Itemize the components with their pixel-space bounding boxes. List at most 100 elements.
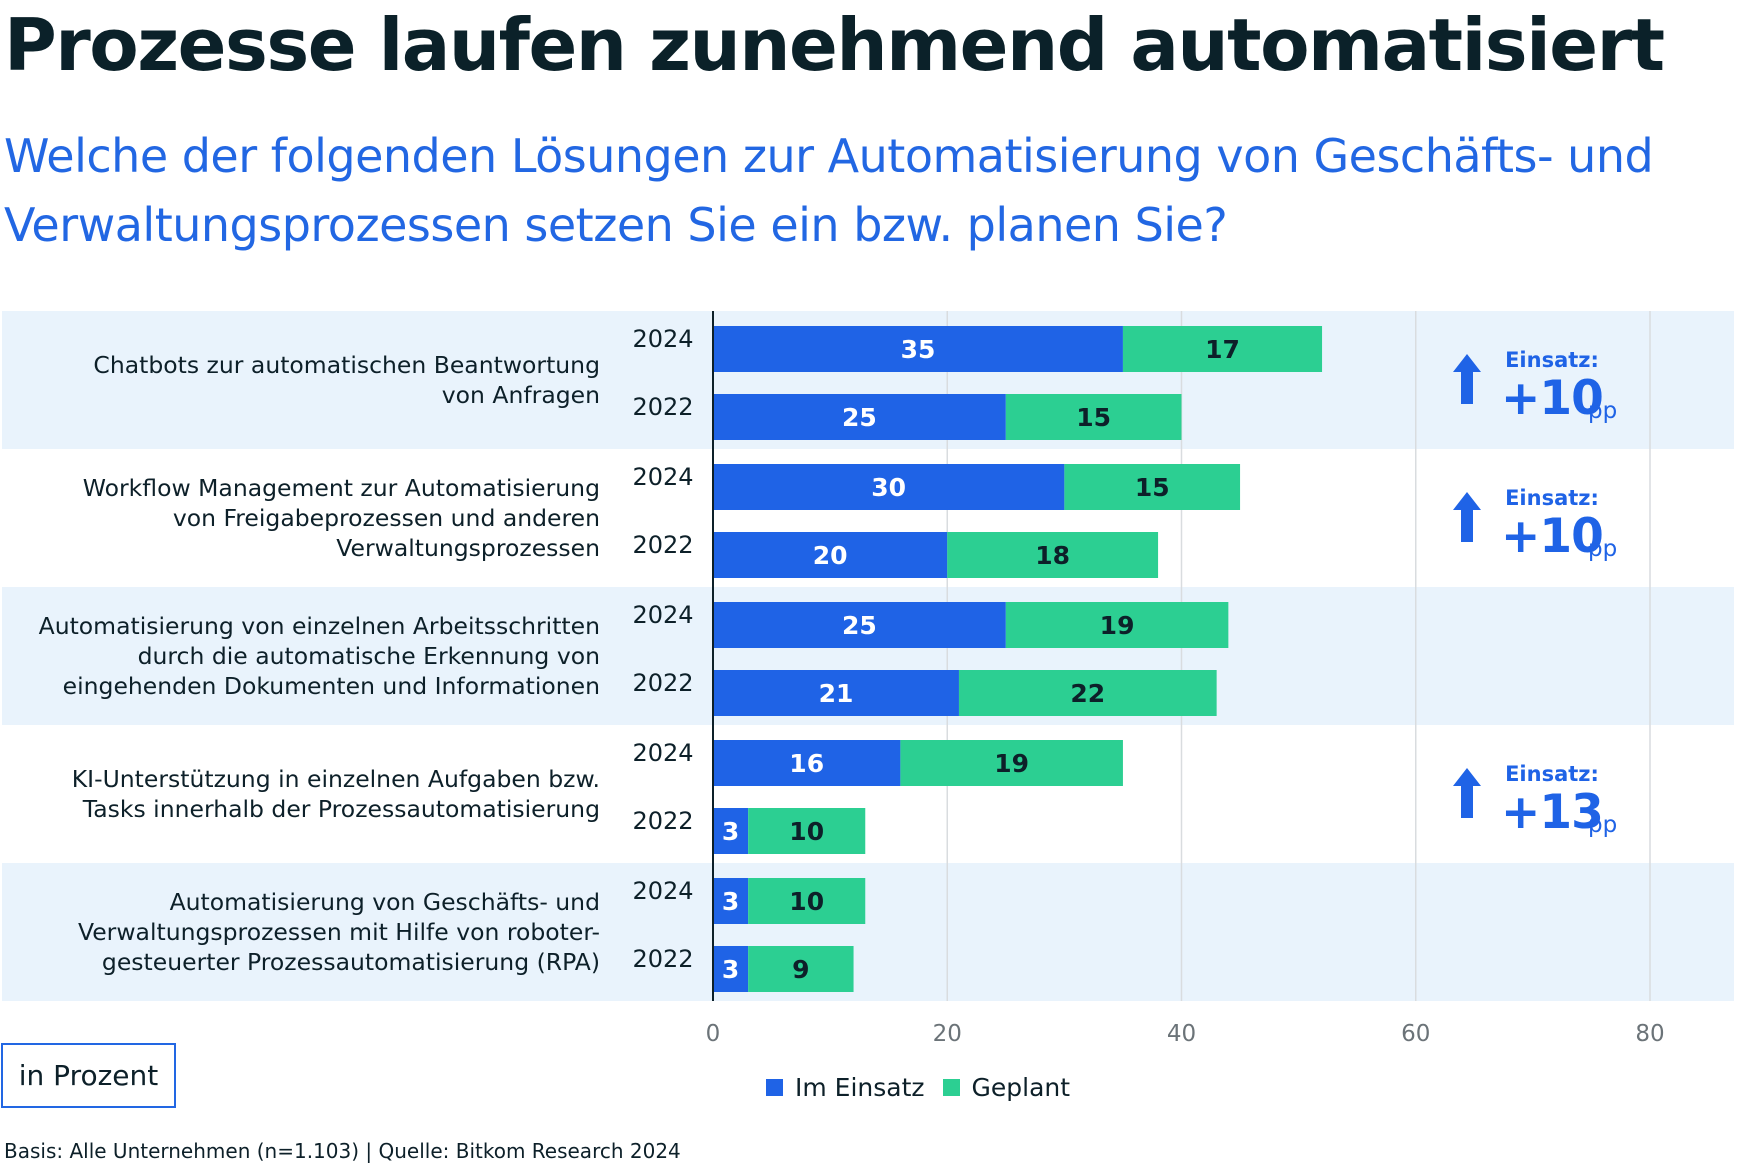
legend-label-geplant: Geplant <box>971 1073 1071 1102</box>
up-arrow-icon <box>1453 768 1481 818</box>
year-label: 2024 <box>632 325 693 353</box>
bar-im-einsatz <box>713 740 901 786</box>
change-value: +13 <box>1501 785 1603 840</box>
up-arrow-icon <box>1453 354 1481 404</box>
category-label: Automatisierung von Geschäfts- und Verwal… <box>78 888 600 976</box>
data-label-im-einsatz: 30 <box>871 473 906 502</box>
year-label: 2022 <box>632 669 693 697</box>
data-label-geplant: 10 <box>789 887 824 916</box>
category-label-line: Workflow Management zur Automatisierung <box>83 474 600 502</box>
year-label: 2022 <box>632 807 693 835</box>
data-label-im-einsatz: 25 <box>842 611 877 640</box>
category-label-line: durch die automatische Erkennung von <box>138 642 600 670</box>
source-note: Basis: Alle Unternehmen (n=1.103) | Quel… <box>4 1139 681 1163</box>
category-label: KI-Unterstützung in einzelnen Aufgaben b… <box>72 765 600 823</box>
data-label-geplant: 17 <box>1205 335 1240 364</box>
category-label-line: von Freigabeprozessen und anderen <box>173 504 600 532</box>
data-label-geplant: 19 <box>994 749 1029 778</box>
data-label-im-einsatz: 3 <box>722 887 739 916</box>
category-band <box>2 863 1734 1001</box>
change-unit: pp <box>1588 812 1617 838</box>
year-label: 2024 <box>632 739 693 767</box>
bar-im-einsatz <box>713 946 749 992</box>
data-label-im-einsatz: 25 <box>842 403 877 432</box>
x-tick-label: 0 <box>706 1021 721 1047</box>
bar-geplant <box>1064 464 1241 510</box>
change-label: Einsatz: <box>1505 348 1599 372</box>
bar-geplant <box>1005 394 1182 440</box>
category-label-line: von Anfragen <box>442 381 600 409</box>
bar-im-einsatz <box>713 602 1006 648</box>
data-label-im-einsatz: 21 <box>819 679 854 708</box>
bar-im-einsatz <box>713 532 948 578</box>
bar-im-einsatz <box>713 878 749 924</box>
x-tick-label: 60 <box>1401 1021 1430 1047</box>
bar-geplant <box>1122 326 1323 372</box>
year-label: 2024 <box>632 463 693 491</box>
change-value: +10 <box>1501 509 1603 564</box>
legend-item-geplant: Geplant <box>942 1073 1071 1102</box>
data-label-geplant: 10 <box>789 817 824 846</box>
category-label-line: eingehenden Dokumenten und Informationen <box>63 672 600 700</box>
data-label-im-einsatz: 16 <box>789 749 824 778</box>
year-label: 2022 <box>632 531 693 559</box>
up-arrow-icon <box>1453 492 1481 542</box>
year-label: 2022 <box>632 945 693 973</box>
data-label-geplant: 22 <box>1070 679 1105 708</box>
category-label-line: Chatbots zur automatischen Beantwortung <box>93 351 600 379</box>
category-label-line: Verwaltungsprozessen <box>336 534 600 562</box>
data-label-im-einsatz: 3 <box>722 955 739 984</box>
change-value: +10 <box>1501 371 1603 426</box>
change-label: Einsatz: <box>1505 762 1599 786</box>
data-label-geplant: 15 <box>1076 403 1111 432</box>
bar-geplant <box>958 670 1217 716</box>
category-label-line: Automatisierung von einzelnen Arbeitssch… <box>39 612 600 640</box>
unit-label: in Prozent <box>18 1059 159 1092</box>
legend-swatch-im-einsatz <box>766 1079 783 1096</box>
data-label-im-einsatz: 3 <box>722 817 739 846</box>
bar-im-einsatz <box>713 464 1065 510</box>
category-label-line: Automatisierung von Geschäfts- und <box>170 888 600 916</box>
bar-geplant <box>748 946 854 992</box>
bar-geplant <box>1005 602 1229 648</box>
unit-label-box: in Prozent <box>1 1043 176 1108</box>
year-label: 2024 <box>632 601 693 629</box>
category-label-line: Tasks innerhalb der Prozessautomatisieru… <box>82 795 600 823</box>
chart-legend: Im Einsatz Geplant <box>766 1073 1088 1102</box>
year-label: 2024 <box>632 877 693 905</box>
legend-item-im-einsatz: Im Einsatz <box>766 1073 925 1102</box>
bar-geplant <box>947 532 1159 578</box>
bar-geplant <box>748 808 866 854</box>
category-label-line: gesteuerter Prozessautomatisierung (RPA) <box>102 948 600 976</box>
chart-subtitle: Welche der folgenden Lösungen zur Automa… <box>4 129 1654 252</box>
data-label-geplant: 19 <box>1100 611 1135 640</box>
category-label: Workflow Management zur Automatisierung v… <box>83 474 600 562</box>
change-unit: pp <box>1588 398 1617 424</box>
data-label-im-einsatz: 20 <box>813 541 848 570</box>
change-unit: pp <box>1588 536 1617 562</box>
bar-im-einsatz <box>713 808 749 854</box>
x-tick-label: 80 <box>1635 1021 1664 1047</box>
category-label-line: KI-Unterstützung in einzelnen Aufgaben b… <box>72 765 600 793</box>
category-label: Automatisierung von einzelnen Arbeitssch… <box>39 612 600 700</box>
data-label-geplant: 15 <box>1135 473 1170 502</box>
change-label: Einsatz: <box>1505 486 1599 510</box>
bar-im-einsatz <box>713 394 1006 440</box>
bar-geplant <box>900 740 1123 786</box>
year-label: 2022 <box>632 393 693 421</box>
category-label-line: Verwaltungsprozessen mit Hilfe von robot… <box>78 918 600 946</box>
x-tick-label: 20 <box>933 1021 962 1047</box>
data-label-geplant: 18 <box>1035 541 1070 570</box>
bar-geplant <box>748 878 866 924</box>
category-label: Chatbots zur automatischen Beantwortung v… <box>93 351 600 409</box>
legend-label-im-einsatz: Im Einsatz <box>795 1073 925 1102</box>
bar-im-einsatz <box>713 670 959 716</box>
x-tick-label: 40 <box>1167 1021 1196 1047</box>
bar-im-einsatz <box>713 326 1123 372</box>
legend-swatch-geplant <box>942 1079 960 1096</box>
data-label-im-einsatz: 35 <box>901 335 936 364</box>
